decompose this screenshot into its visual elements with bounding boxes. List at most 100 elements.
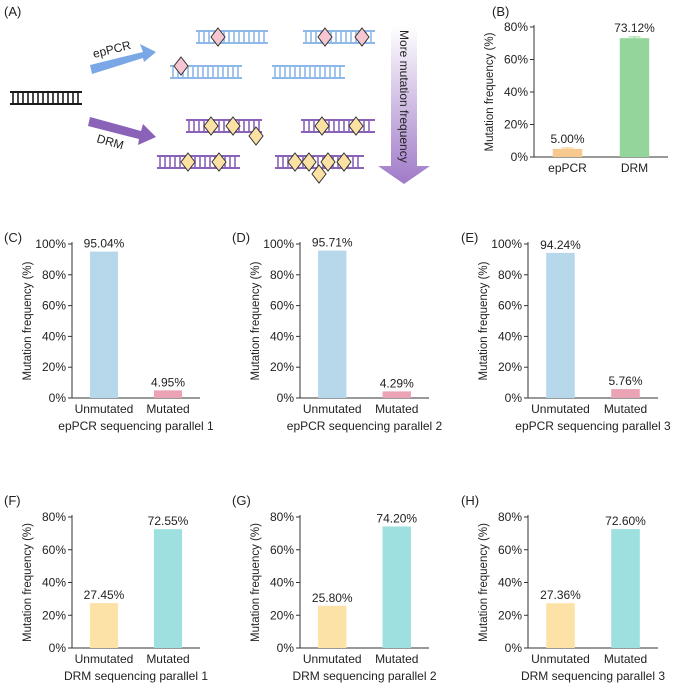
data-label: 72.60% (605, 514, 646, 528)
mutation-diamond (248, 126, 264, 146)
y-tick-label: 20% (498, 608, 522, 622)
mutation-diamond (301, 152, 317, 172)
x-tick-label: Mutated (146, 652, 189, 666)
data-label: 95.04% (84, 237, 125, 251)
data-label: 74.20% (376, 511, 417, 525)
y-tick-label: 40% (270, 576, 294, 590)
data-label: 72.55% (148, 514, 189, 528)
mutation-diamond (203, 116, 219, 136)
panel-label: (D) (232, 230, 250, 245)
template-duplex (10, 91, 82, 105)
y-tick-label: 100% (263, 237, 294, 251)
bar-mutated (382, 391, 411, 398)
x-tick-label: Unmutated (531, 652, 590, 666)
x-tick-label: epPCR (548, 161, 587, 175)
y-tick-label: 40% (42, 329, 66, 343)
data-label: 4.95% (151, 375, 185, 389)
data-label: 27.36% (540, 588, 581, 602)
data-label: 5.00% (550, 132, 584, 146)
y-tick-label: 80% (270, 510, 294, 524)
y-tick-label: 80% (504, 20, 528, 34)
DRM-duplex (157, 155, 240, 169)
mutation-diamond (180, 152, 196, 172)
y-tick-label: 60% (498, 543, 522, 557)
bar-mutated (611, 389, 640, 398)
bar-unmutated (89, 603, 119, 648)
data-label: 95.71% (312, 236, 353, 250)
DRM-duplex (186, 119, 262, 133)
y-tick-label: 40% (270, 329, 294, 343)
y-tick-label: 20% (498, 360, 522, 374)
panel-label-a: (A) (4, 4, 21, 19)
mutation-diamond (210, 27, 226, 47)
epPCR-duplex (272, 65, 345, 79)
mutation-diamond (287, 152, 303, 172)
panel-label: (E) (461, 230, 478, 245)
bar-mutated (153, 529, 183, 648)
y-tick-label: 40% (504, 85, 528, 99)
more-mutation-label: More mutation frequency (397, 30, 411, 163)
panel-label: (C) (4, 230, 22, 245)
y-tick-label: 40% (498, 329, 522, 343)
mutation-diamond (225, 116, 241, 136)
x-tick-label: Mutated (604, 402, 647, 416)
mutation-diamond (173, 56, 189, 76)
panel-label: (H) (461, 493, 479, 508)
data-label: 73.12% (614, 21, 655, 35)
bar-drm (619, 38, 650, 157)
bar-unmutated (89, 251, 119, 398)
y-tick-label: 80% (42, 510, 66, 524)
bar-mutated (611, 529, 640, 648)
y-axis-title: Mutation frequency (%) (22, 523, 34, 642)
x-tick-label: Mutated (146, 402, 189, 416)
x-axis-title: epPCR sequencing parallel 2 (287, 419, 443, 433)
y-axis-title: Mutation frequency (%) (22, 261, 34, 380)
y-axis-title: Mutation frequency (%) (478, 261, 490, 380)
y-tick-label: 60% (270, 299, 294, 313)
x-axis-title: epPCR sequencing parallel 1 (58, 419, 214, 433)
bar-mutated (382, 526, 411, 648)
data-label: 27.45% (84, 588, 125, 602)
bar-mutated (153, 390, 183, 398)
data-label: 94.24% (540, 238, 581, 252)
panel-label: (F) (4, 493, 21, 508)
mutation-diamond (320, 152, 336, 172)
y-tick-label: 60% (270, 543, 294, 557)
y-tick-label: 80% (498, 268, 522, 282)
y-tick-label: 0% (49, 641, 67, 655)
DRM-duplex (301, 119, 375, 133)
y-tick-label: 100% (491, 237, 522, 251)
template-dna (10, 91, 82, 105)
y-tick-label: 20% (270, 360, 294, 374)
y-axis-title: Mutation frequency (%) (250, 523, 262, 642)
x-tick-label: Mutated (604, 652, 647, 666)
panel-a-schematic: (A) epPCR DRM More mutation frequency (4, 4, 430, 184)
y-tick-label: 20% (42, 360, 66, 374)
y-tick-label: 80% (42, 268, 66, 282)
x-axis-title: DRM sequencing parallel 2 (292, 669, 436, 683)
y-tick-label: 0% (277, 641, 295, 655)
x-tick-label: Mutated (375, 402, 418, 416)
chart-b: (B) 0% 20% 40% 60% 80% Mutation frequency (%) 5… (484, 4, 668, 175)
y-tick-label: 0% (277, 391, 295, 405)
y-tick-label: 20% (42, 608, 66, 622)
chart-g: (G) 0% 20% 40% 60% 80% Mutation frequency (%) 2… (232, 493, 437, 683)
y-tick-label: 20% (270, 608, 294, 622)
bar-unmutated (318, 250, 347, 398)
mutation-diamond (354, 27, 370, 47)
data-label: 4.29% (380, 376, 414, 390)
y-tick-label: 40% (42, 576, 66, 590)
y-tick-label: 100% (35, 237, 66, 251)
x-tick-label: Unmutated (303, 402, 362, 416)
y-axis-title: Mutation frequency (%) (250, 261, 262, 380)
y-tick-label: 40% (498, 576, 522, 590)
y-tick-label: 60% (42, 299, 66, 313)
DRM-arrow-label: DRM (95, 131, 125, 152)
y-tick-label: 20% (504, 118, 528, 132)
y-tick-label: 0% (49, 391, 67, 405)
x-tick-label: Unmutated (303, 652, 362, 666)
x-axis-title: DRM sequencing parallel 3 (521, 669, 665, 683)
mutation-diamond (348, 116, 364, 136)
x-tick-label: Unmutated (75, 652, 134, 666)
chart-d: (D) 0% 20% 40% 60% 80% 100%Mutation frequency … (232, 230, 443, 433)
